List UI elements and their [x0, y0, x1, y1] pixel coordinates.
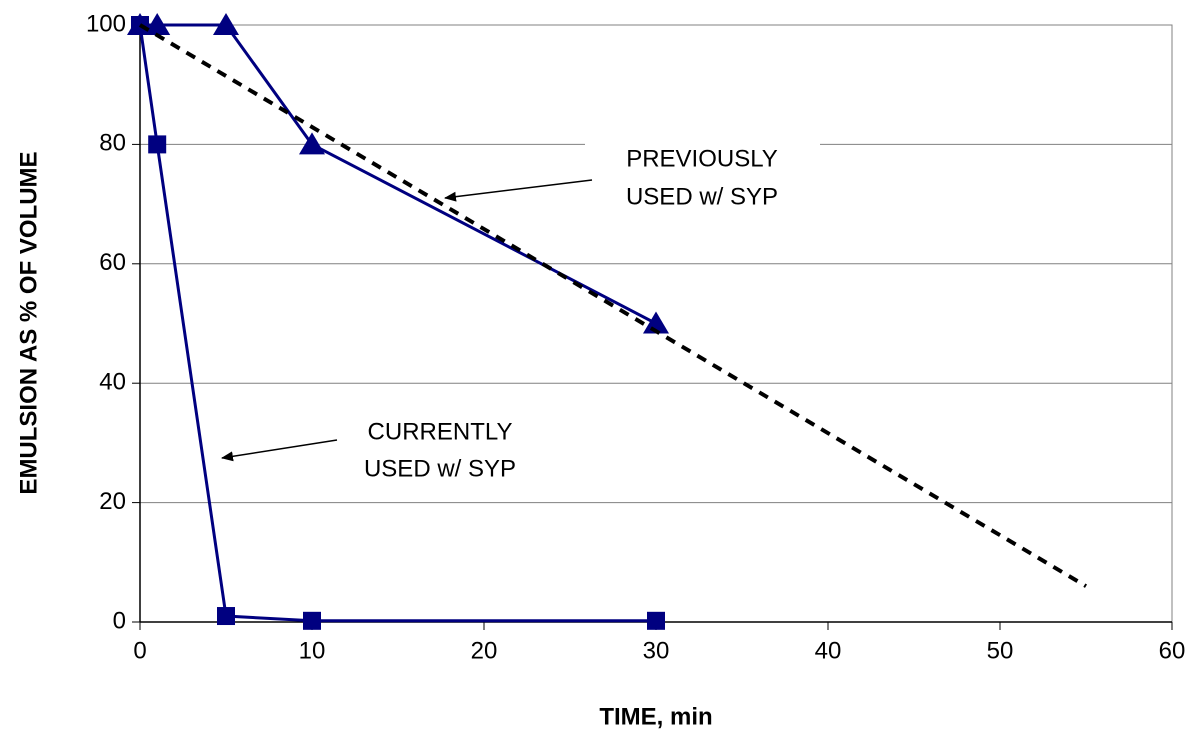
- series-line: [138, 24, 656, 623]
- annotation-text: PREVIOUSLY: [626, 145, 778, 172]
- annotation-arrow: [221, 439, 338, 462]
- square-marker: [303, 611, 321, 630]
- annotation-text: USED w/ SYP: [626, 183, 778, 210]
- square-marker: [647, 611, 665, 630]
- annotation-background: [330, 410, 545, 490]
- y-tick-label: 80: [99, 130, 126, 157]
- annotation-text: CURRENTLY: [368, 418, 513, 445]
- x-tick-label: 30: [643, 637, 670, 664]
- triangle-marker: [144, 13, 171, 35]
- x-axis-title: TIME, min: [599, 703, 712, 730]
- square-marker: [148, 135, 167, 154]
- x-tick-label: 40: [815, 637, 842, 664]
- annotation-text: USED w/ SYP: [364, 455, 516, 482]
- y-axis-title: EMULSION AS % OF VOLUME: [15, 151, 42, 494]
- triangle-marker: [643, 311, 669, 334]
- annotation-background: [585, 140, 820, 220]
- series-line: [140, 23, 657, 325]
- y-tick-label: 60: [99, 249, 126, 276]
- y-tick-label: 100: [86, 10, 126, 37]
- x-tick-label: 20: [471, 637, 498, 664]
- y-tick-label: 0: [113, 607, 126, 634]
- annotation-arrow: [444, 179, 593, 202]
- x-tick-label: 50: [987, 637, 1014, 664]
- square-marker: [217, 607, 235, 626]
- x-tick-label: 60: [1159, 637, 1186, 664]
- x-tick-label: 10: [299, 637, 326, 664]
- y-tick-label: 40: [99, 369, 126, 396]
- x-tick-label: 0: [133, 637, 146, 664]
- trend-line: [138, 23, 1088, 588]
- y-tick-label: 20: [99, 488, 126, 515]
- triangle-marker: [213, 13, 239, 35]
- triangle-marker: [299, 132, 325, 155]
